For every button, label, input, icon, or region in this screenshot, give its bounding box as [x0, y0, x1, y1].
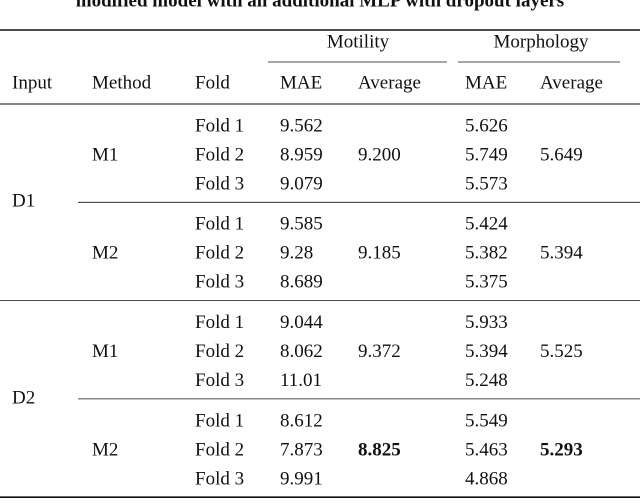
- motility-mae: 11.01: [280, 370, 322, 391]
- motility-average: 9.372: [358, 341, 401, 362]
- morphology-average: 5.649: [540, 144, 583, 165]
- fold-label: Fold 2: [195, 243, 244, 264]
- motility-average: 8.825: [358, 439, 401, 460]
- motility-average: 9.185: [358, 243, 401, 264]
- motility-mae: 8.612: [280, 410, 323, 431]
- motility-mae: 9.079: [280, 173, 323, 194]
- fold-label: Fold 1: [195, 214, 244, 235]
- motility-mae: 7.873: [280, 439, 323, 460]
- morphology-mae: 5.933: [465, 312, 508, 333]
- motility-mae: 9.044: [280, 312, 323, 333]
- fold-label: Fold 3: [195, 468, 244, 489]
- morphology-average: 5.525: [540, 341, 583, 362]
- fold-label: Fold 2: [195, 144, 244, 165]
- morphology-mae: 5.424: [465, 214, 508, 235]
- column-header: Fold: [195, 72, 230, 93]
- motility-mae: 8.689: [280, 272, 323, 293]
- column-header: MAE: [465, 72, 507, 93]
- morphology-mae: 5.573: [465, 173, 508, 194]
- fold-label: Fold 2: [195, 341, 244, 362]
- fold-label: Fold 1: [195, 312, 244, 333]
- method-label: M2: [92, 243, 118, 264]
- fold-label: Fold 3: [195, 272, 244, 293]
- morphology-mae: 5.382: [465, 243, 508, 264]
- morphology-average: 5.293: [540, 439, 583, 460]
- input-label: D1: [12, 191, 35, 212]
- motility-mae: 8.062: [280, 341, 323, 362]
- fold-label: Fold 2: [195, 439, 244, 460]
- fold-label: Fold 3: [195, 173, 244, 194]
- fold-label: Fold 1: [195, 410, 244, 431]
- column-header: Method: [92, 72, 152, 93]
- column-header: Input: [12, 72, 53, 93]
- motility-mae: 9.991: [280, 468, 323, 489]
- input-label: D2: [12, 387, 35, 408]
- morphology-mae: 5.375: [465, 272, 508, 293]
- motility-mae: 9.562: [280, 115, 323, 136]
- morphology-mae: 5.394: [465, 341, 508, 362]
- motility-mae: 8.959: [280, 144, 323, 165]
- motility-mae: 9.585: [280, 214, 323, 235]
- morphology-average: 5.394: [540, 243, 583, 264]
- method-label: M1: [92, 144, 118, 165]
- method-label: M2: [92, 439, 118, 460]
- column-header: Average: [358, 72, 421, 93]
- morphology-mae: 5.626: [465, 115, 508, 136]
- column-header: MAE: [280, 72, 322, 93]
- column-header: Average: [540, 72, 603, 93]
- group-header: Motility: [327, 31, 390, 52]
- method-label: M1: [92, 341, 118, 362]
- morphology-mae: 5.248: [465, 370, 508, 391]
- fold-label: Fold 3: [195, 370, 244, 391]
- morphology-mae: 5.749: [465, 144, 508, 165]
- motility-mae: 9.28: [280, 243, 313, 264]
- morphology-mae: 5.463: [465, 439, 508, 460]
- morphology-mae: 5.549: [465, 410, 508, 431]
- group-header: Morphology: [494, 31, 590, 52]
- caption: modified model with an additional MLP wi…: [76, 0, 564, 11]
- motility-average: 9.200: [358, 144, 401, 165]
- morphology-mae: 4.868: [465, 468, 508, 489]
- fold-label: Fold 1: [195, 115, 244, 136]
